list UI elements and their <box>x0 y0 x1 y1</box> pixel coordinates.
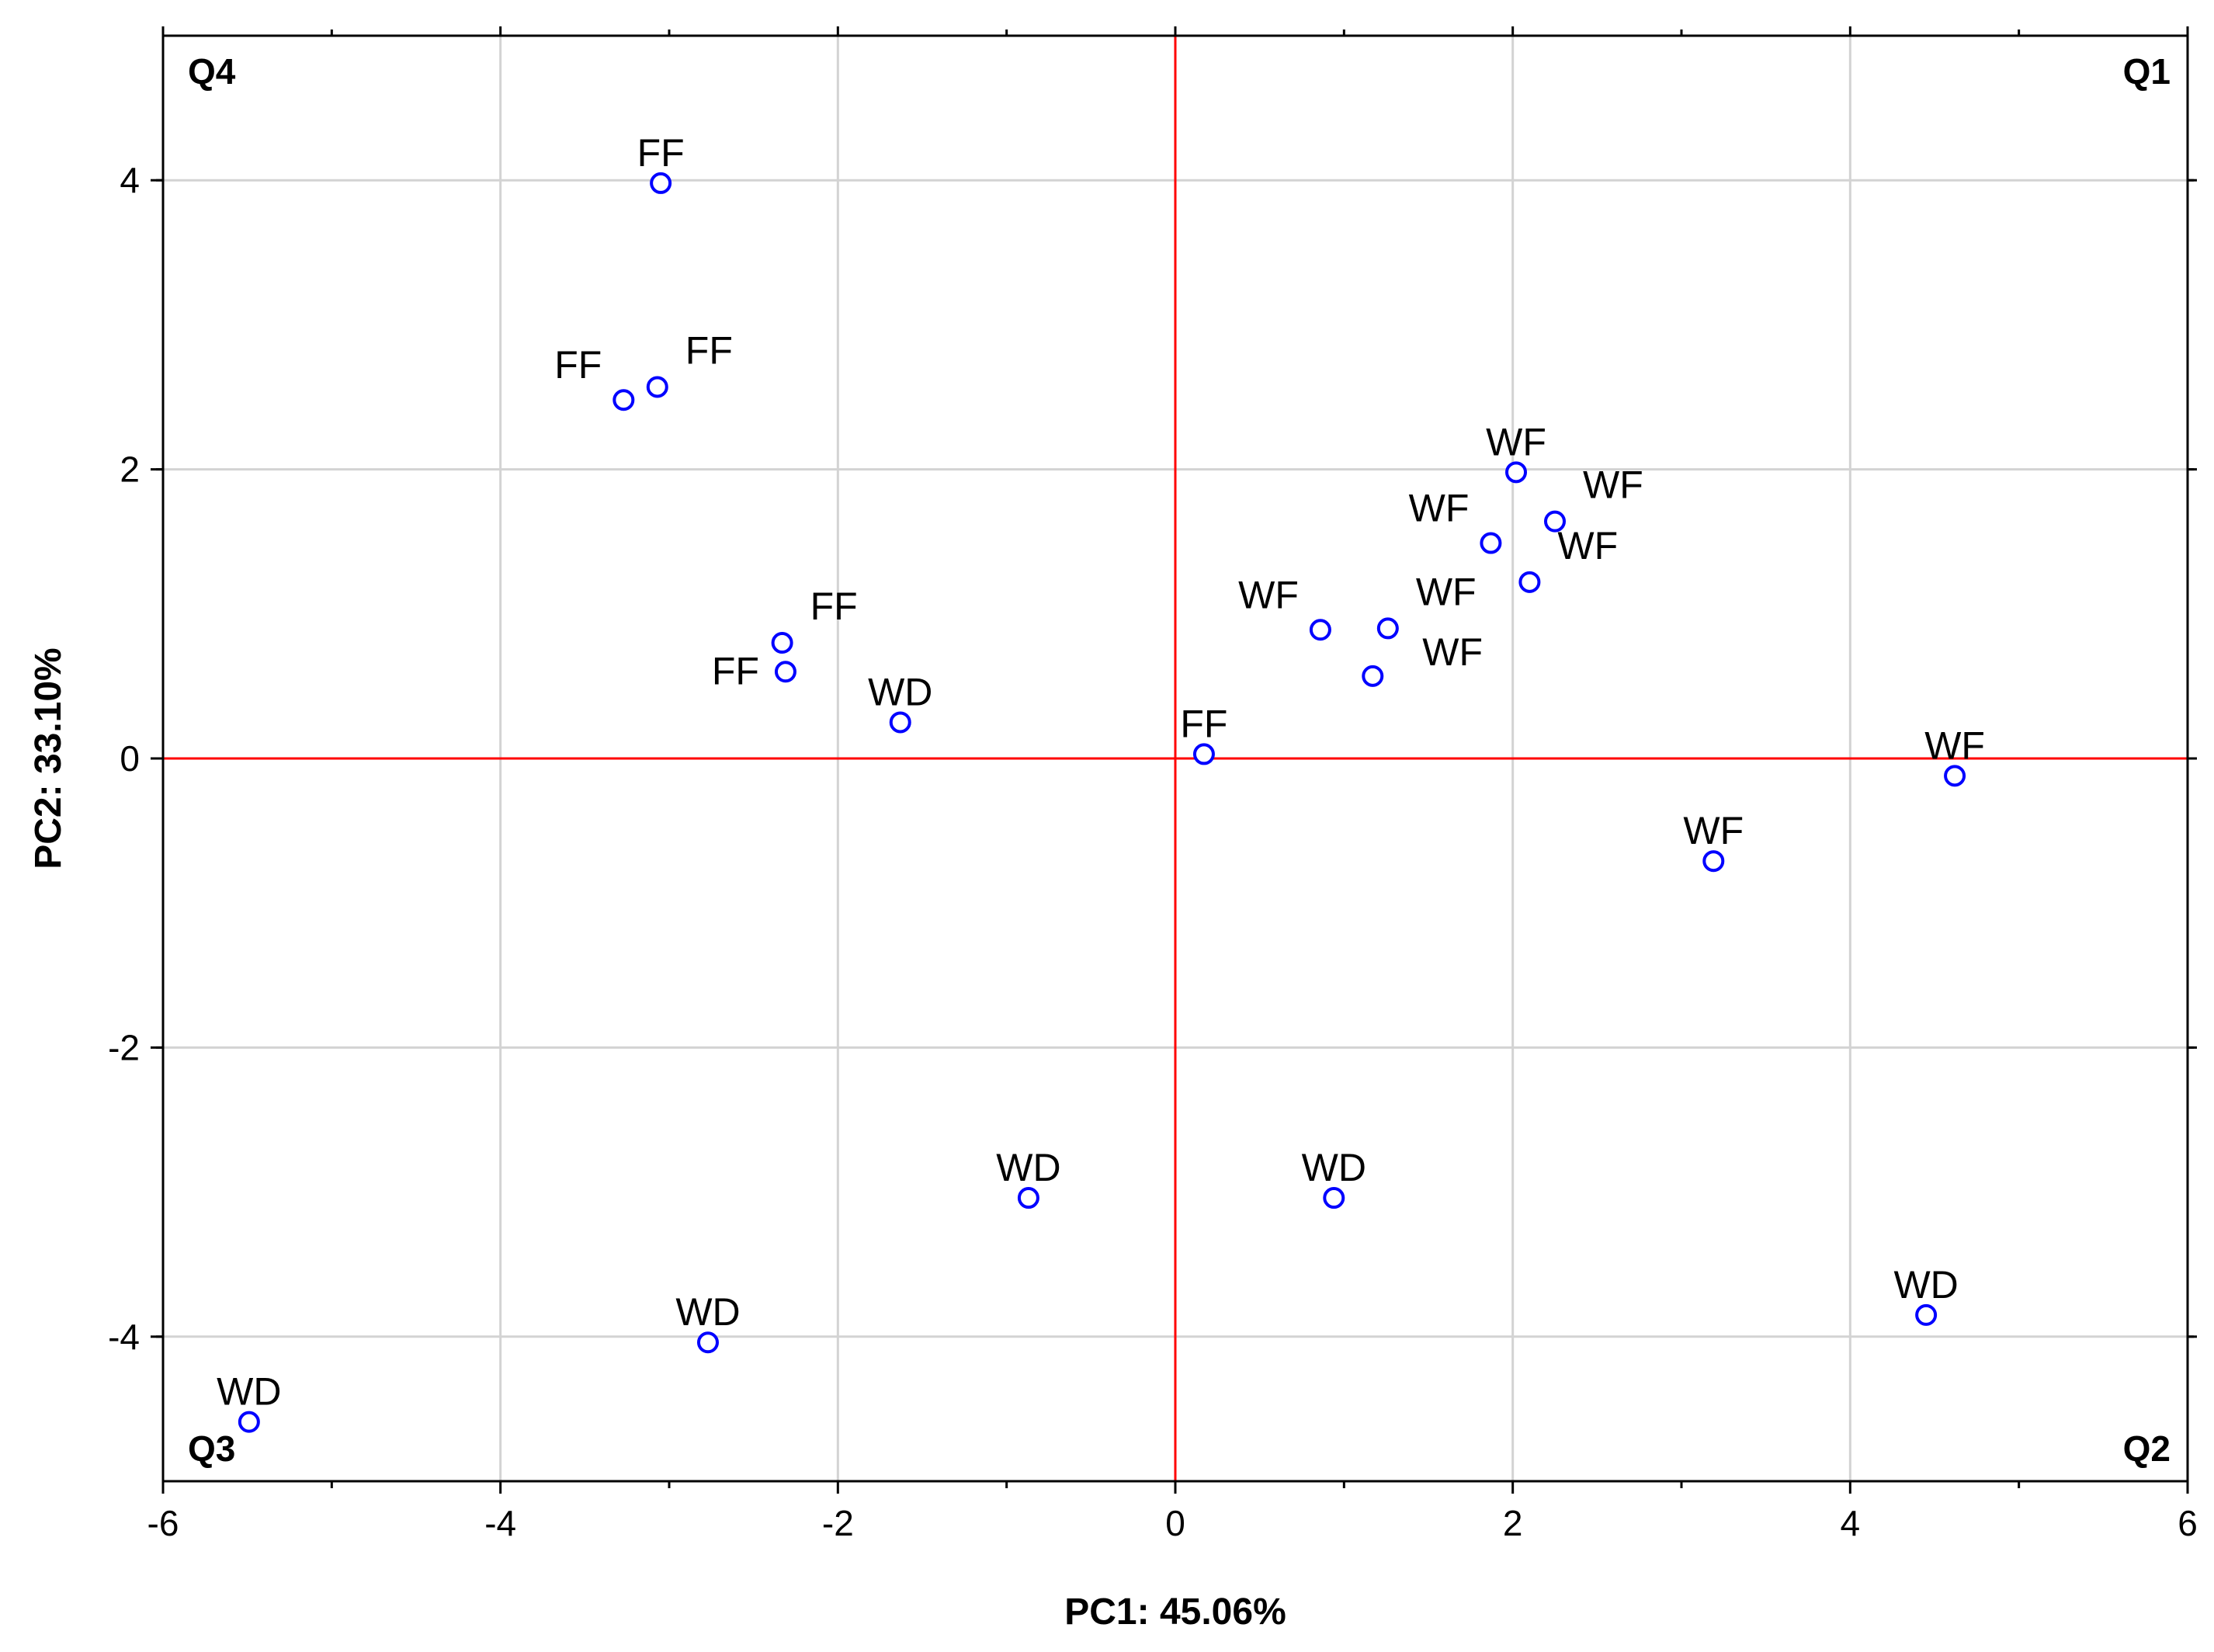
reference-lines <box>163 36 2188 1481</box>
quadrant-label-q3: Q3 <box>188 1428 235 1469</box>
data-point-wd <box>1323 1187 1345 1210</box>
quadrant-label-q2: Q2 <box>2123 1428 2171 1469</box>
data-point-ff <box>650 172 672 194</box>
y-tick-label: -2 <box>108 1027 140 1067</box>
y-axis-title: PC2: 33.10% <box>28 647 69 869</box>
data-point-wf <box>1362 665 1384 687</box>
x-tick-label: 4 <box>1841 1503 1861 1543</box>
y-tick-label: 2 <box>120 449 140 490</box>
data-point-ff <box>646 376 668 398</box>
point-label: WF <box>1486 420 1546 463</box>
data-point-ff <box>1192 743 1215 765</box>
point-label: FF <box>810 585 858 628</box>
x-tick-label: -4 <box>484 1503 516 1543</box>
quadrant-labels: Q1 Q2 Q3 Q4 <box>188 51 2171 1469</box>
point-label: WF <box>1583 463 1643 507</box>
data-point-wd <box>1915 1303 1938 1326</box>
point-label: WF <box>1238 573 1299 616</box>
quadrant-label-q4: Q4 <box>188 51 236 92</box>
point-label: WD <box>868 670 932 713</box>
data-point-wf <box>1702 850 1725 873</box>
x-tick-label: 0 <box>1165 1503 1185 1543</box>
point-label: WF <box>1416 570 1477 613</box>
x-tick-label: 6 <box>2178 1503 2198 1543</box>
x-tick-label: -6 <box>147 1503 179 1543</box>
data-point-wf <box>1480 532 1502 554</box>
data-point-wf <box>1505 461 1528 484</box>
y-tick-label: -4 <box>108 1317 140 1357</box>
point-label: FF <box>685 328 733 372</box>
point-label: WD <box>1302 1146 1366 1189</box>
data-point-wd <box>889 711 911 734</box>
point-label: WD <box>996 1146 1060 1189</box>
point-label: WF <box>1924 724 1985 767</box>
data-point-wd <box>696 1331 719 1354</box>
data-point-ff <box>771 632 793 654</box>
x-tick-label: 2 <box>1503 1503 1523 1543</box>
point-label: WD <box>1893 1263 1958 1307</box>
data-point-ff <box>612 389 635 411</box>
data-point-wf <box>1518 571 1541 593</box>
point-label: FF <box>712 649 759 692</box>
data-point-wf <box>1376 617 1399 640</box>
x-axis-title: PC1: 45.06% <box>1064 1591 1286 1633</box>
data-point-wf <box>1944 765 1966 787</box>
point-label: WD <box>675 1290 740 1334</box>
point-label: FF <box>637 131 685 175</box>
y-tick-label: 0 <box>120 738 140 779</box>
axis-ticks: -6 -4 -2 0 2 4 6 -4 -2 0 2 4 <box>108 26 2198 1543</box>
point-label: WF <box>1683 809 1744 852</box>
point-label: WF <box>1422 630 1483 674</box>
data-point-wd <box>238 1411 260 1433</box>
point-label: WF <box>1557 524 1618 567</box>
data-point-ff <box>774 661 796 683</box>
point-label: FF <box>554 343 602 387</box>
quadrant-label-q1: Q1 <box>2123 51 2171 92</box>
point-label: FF <box>1180 702 1227 745</box>
x-tick-label: -2 <box>822 1503 854 1543</box>
data-point-wf <box>1309 619 1331 641</box>
point-label: WF <box>1409 487 1470 530</box>
data-point-wd <box>1017 1187 1039 1210</box>
point-label: WD <box>217 1370 281 1414</box>
y-tick-label: 4 <box>120 160 140 200</box>
data-point-wf <box>1544 510 1566 533</box>
